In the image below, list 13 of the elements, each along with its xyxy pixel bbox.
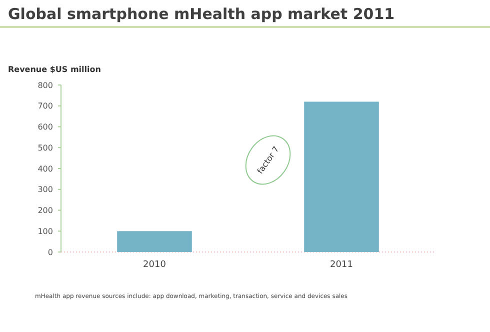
x-tick-label: 2010 — [143, 260, 166, 270]
y-tick-label: 0 — [48, 248, 53, 257]
y-tick-label: 100 — [38, 226, 53, 236]
chart-title: Global smartphone mHealth app market 2011 — [8, 5, 395, 23]
y-axis-title: Revenue $US million — [8, 65, 102, 74]
y-tick-label: 200 — [38, 206, 53, 216]
y-tick-label: 500 — [38, 143, 53, 152]
x-tick-label: 2011 — [330, 260, 353, 270]
y-tick-label: 400 — [38, 164, 53, 174]
y-tick-label: 800 — [38, 80, 53, 90]
y-tick-label: 600 — [38, 122, 53, 132]
y-tick-label: 700 — [38, 102, 53, 111]
y-tick-label: 300 — [38, 185, 53, 194]
